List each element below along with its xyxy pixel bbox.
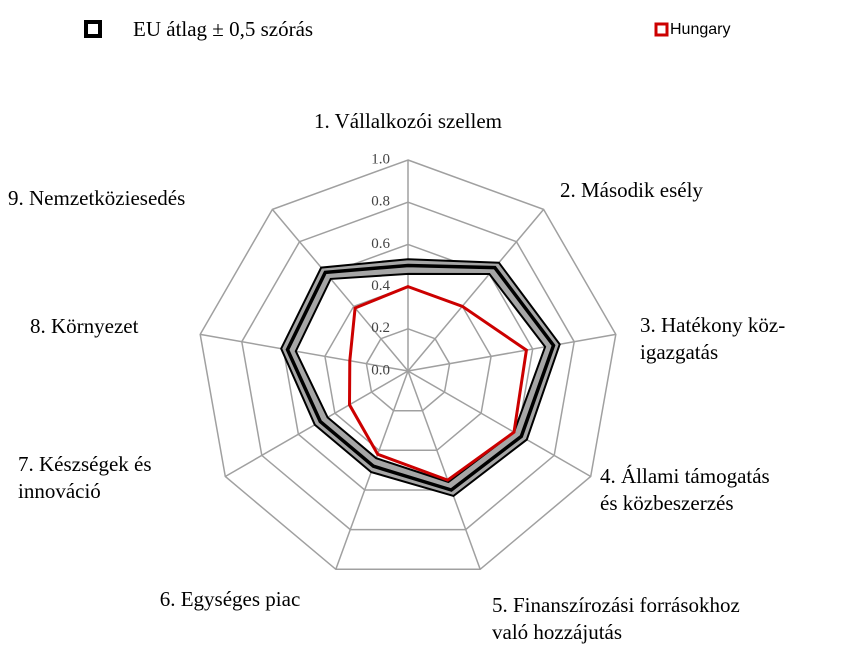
tick-label: 0.2: [371, 320, 390, 336]
axis-label: 5. Finanszírozási forrásokhoz: [492, 593, 740, 617]
legend-label: Hungary: [670, 21, 730, 38]
legend-swatch-hungary: [654, 22, 669, 37]
axis-label: 3. Hatékony köz-: [640, 313, 785, 337]
series-line: [347, 284, 529, 482]
series-line: [285, 263, 556, 492]
axis-label: és közbeszerzés: [600, 491, 734, 515]
axis-label: való hozzájutás: [492, 620, 622, 644]
spoke: [407, 370, 592, 478]
tick-label: 0.8: [371, 194, 390, 210]
tick-label: 0.6: [371, 236, 390, 252]
axis-label: innováció: [18, 479, 101, 503]
grid-ring: [324, 285, 492, 452]
tick-label: 1.0: [371, 151, 390, 167]
legend-label: EU átlag ± 0,5 szórás: [133, 17, 313, 41]
axis-label: 2. Második esély: [560, 178, 703, 202]
spoke: [407, 208, 545, 372]
axis-label: 1. Vállalkozói szellem: [314, 109, 502, 133]
legend-swatch-eu: [84, 20, 102, 38]
spoke: [407, 333, 616, 372]
grid-ring: [241, 201, 575, 531]
axis-label: 9. Nemzetköziesedés: [8, 186, 185, 210]
grid-ring: [199, 159, 617, 571]
spoke: [407, 370, 481, 570]
axis-label: 7. Készségek és: [18, 452, 152, 476]
axis-label: igazgatás: [640, 340, 718, 364]
spoke: [271, 208, 409, 372]
spoke: [200, 333, 409, 372]
tick-label: 0.0: [371, 362, 390, 378]
band: [280, 258, 561, 498]
axis-label: 8. Környezet: [30, 314, 139, 338]
axis-label: 6. Egységes piac: [160, 587, 301, 611]
grid-ring: [365, 328, 451, 412]
axis-label: 4. Állami támogatás: [600, 464, 770, 488]
tick-label: 0.4: [371, 278, 390, 294]
